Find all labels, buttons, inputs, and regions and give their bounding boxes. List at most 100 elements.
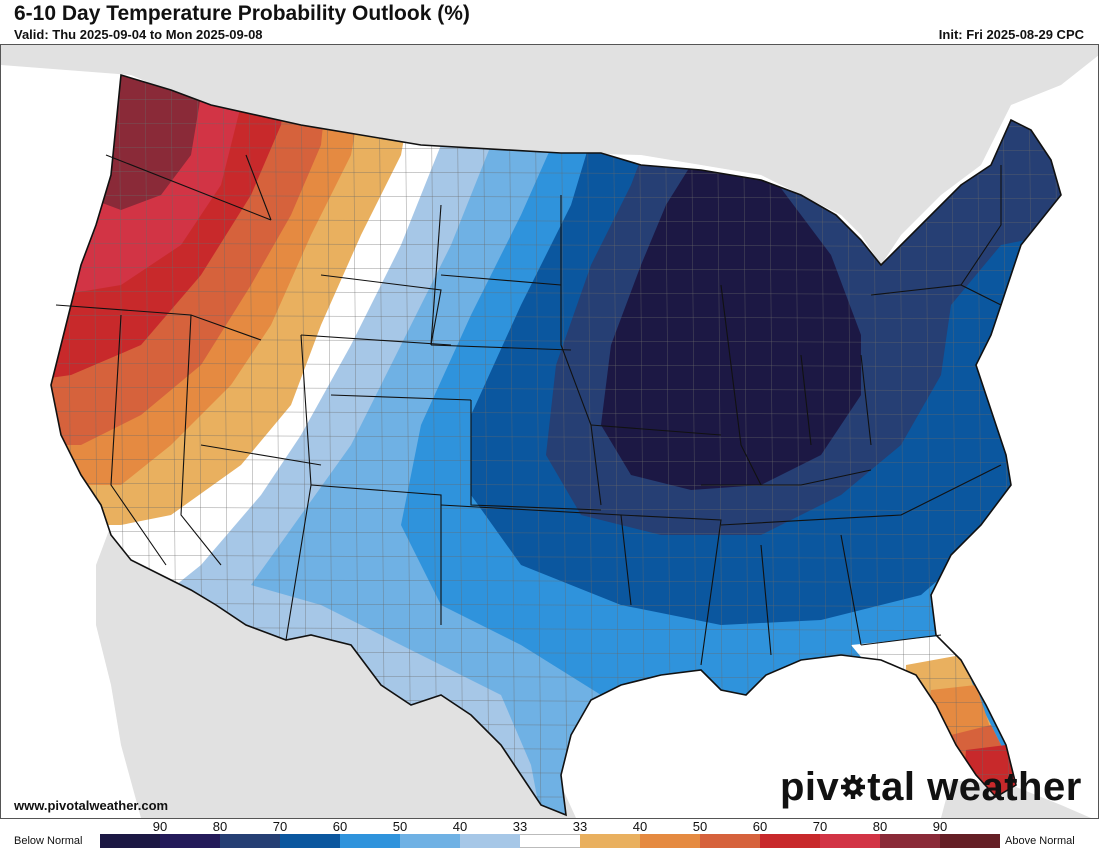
legend-tick-label: 50 [692,819,708,834]
state-line [960,165,1002,286]
map-panel[interactable] [0,44,1099,819]
legend-tick-label: 80 [872,819,888,834]
county-line [51,506,1061,512]
county-line [51,530,1061,536]
website-url: www.pivotalweather.com [14,798,169,813]
cuba-land [941,780,1091,818]
legend-swatch [220,834,280,848]
county-line [51,482,1061,488]
county-line [1081,45,1087,818]
brand-text-end: tal weather [867,765,1082,809]
map-title: 6-10 Day Temperature Probability Outlook… [14,2,470,25]
state-line [200,444,322,466]
legend-swatch [880,834,940,848]
legend-tick-label: 40 [632,819,648,834]
county-line [51,386,1061,392]
county-line [51,362,1061,368]
legend-swatch [280,834,340,848]
legend-swatch [340,834,400,848]
state-line [440,274,562,286]
state-line [245,154,272,221]
legend-swatch [940,834,1000,848]
legend-tick-label: 33 [572,819,588,834]
legend-tick-label: 90 [932,819,948,834]
state-line [860,634,942,646]
state-line [760,544,772,656]
legend-above-normal: Above Normal [1005,835,1075,847]
county-line [430,75,438,815]
legend-swatch [760,834,820,848]
legend-tick-label: 90 [152,819,168,834]
state-line [720,464,1002,526]
legend-swatch [460,834,520,848]
legend-tick-label: 40 [452,819,468,834]
county-line [1054,75,1061,815]
state-line [430,344,572,351]
state-boundaries [55,154,1002,666]
state-line [720,284,762,486]
county-line [482,75,490,815]
county-line [51,242,1061,248]
gear-icon [841,775,866,799]
legend-swatch [700,834,760,848]
state-line [310,484,442,625]
county-line [51,266,1061,272]
legend-tick-label: 80 [212,819,228,834]
county-line [586,75,594,815]
state-line [300,334,452,346]
state-line [620,514,722,666]
county-line [51,434,1061,440]
state-line [840,534,862,646]
state-line [320,274,442,346]
county-line [51,338,1061,344]
county-line [534,75,542,815]
state-line [560,195,602,506]
legend-swatch [820,834,880,848]
legend-tick-label: 60 [332,819,348,834]
legend-tick-label: 60 [752,819,768,834]
legend-color-bar [100,834,1000,848]
county-line [51,554,1061,560]
legend-swatch [400,834,460,848]
state-line [800,354,812,446]
legend-below-normal: Below Normal [14,835,83,847]
state-line [701,469,872,486]
county-line [508,75,516,815]
county-line [560,75,568,815]
color-legend: Below Normal 90 80 70 60 50 40 33 33 40 50 60 70 80 9… [0,819,1100,850]
county-line [51,290,1061,296]
legend-swatch [640,834,700,848]
legend-tick-label: 50 [392,819,408,834]
brand-text-start: piv [780,765,840,809]
us-boundary [50,73,1062,817]
brand-logo: piv tal weather [780,765,1082,810]
canada-land [1,45,1098,265]
legend-swatch [520,834,580,848]
state-line [330,394,472,401]
legend-swatch [160,834,220,848]
state-line [180,314,222,566]
legend-swatch [580,834,640,848]
state-line [110,314,167,566]
county-line [716,75,724,815]
legend-swatch [100,834,160,848]
state-line [590,424,722,436]
state-line [105,154,272,221]
legend-tick-label: 33 [512,819,528,834]
map-header: 6-10 Day Temperature Probability Outlook… [0,0,1100,44]
valid-period: Valid: Thu 2025-09-04 to Mon 2025-09-08 [14,27,263,42]
contour-below-90 [601,165,861,490]
init-time: Init: Fri 2025-08-29 CPC [938,27,1084,42]
map-canvas [1,45,1098,818]
state-line [430,204,442,346]
county-line [41,45,47,818]
state-line [860,354,872,446]
legend-tick-label: 70 [812,819,828,834]
county-line [404,75,412,815]
county-line [51,578,1061,584]
county-line [51,314,1061,320]
county-line [456,75,464,815]
county-line [51,410,1061,416]
legend-tick-label: 70 [272,819,288,834]
state-line [470,400,602,511]
